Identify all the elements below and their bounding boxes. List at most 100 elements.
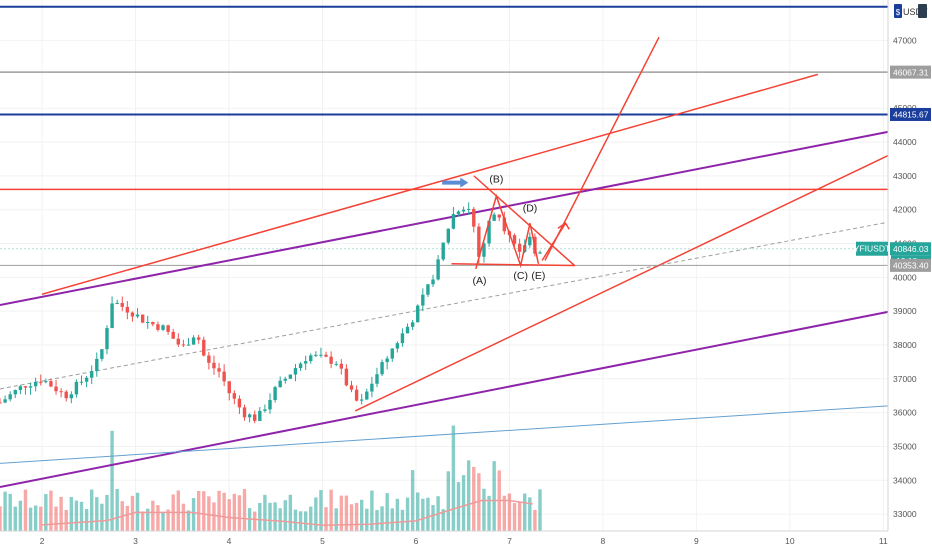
volume-bar-92	[466, 460, 471, 531]
candle-71	[359, 393, 364, 405]
volume-bar-10	[49, 490, 53, 531]
currency-label-group[interactable]: $ USDT	[894, 4, 928, 18]
volume-bar-23	[115, 489, 119, 531]
trend-line-6[interactable]	[473, 175, 576, 267]
x-tick-label-0: 2	[40, 536, 45, 546]
volume-bar-29	[146, 508, 150, 531]
candle-72	[365, 388, 369, 401]
volume-bar-8	[39, 506, 43, 531]
wave-label-4: (E)	[531, 270, 545, 282]
volume-bar-0	[0, 506, 2, 531]
volume-bar-99	[502, 495, 507, 531]
volume-bar-72	[365, 508, 369, 531]
volume-bar-76	[385, 493, 389, 531]
trend-line-7[interactable]	[451, 263, 575, 267]
candle-76	[385, 355, 389, 370]
volume-bar-91	[461, 475, 466, 531]
volume-bar-59	[298, 511, 303, 531]
drawing-layer	[0, 5, 889, 489]
volume-ma-line	[42, 499, 533, 527]
volume-bar-42	[212, 502, 216, 531]
candle-55	[278, 376, 282, 388]
candle-31	[156, 321, 160, 332]
y-tick-label-7: 40000	[893, 272, 917, 282]
volume-bar-20	[100, 503, 104, 531]
candle-80	[405, 323, 410, 334]
candle-77	[390, 348, 394, 362]
candle-14	[69, 391, 74, 404]
elliott-wave-path[interactable]	[475, 193, 540, 270]
candle-104	[528, 232, 532, 248]
price-badges: 44815.67 46067.31 40353.40 40846.03	[890, 65, 931, 272]
candle-48	[242, 404, 247, 421]
trend-line-5[interactable]	[0, 221, 889, 390]
volume-bar-62	[314, 497, 318, 531]
x-tick-label-6: 8	[601, 536, 606, 546]
candle-50	[253, 410, 257, 424]
volume-bar-41	[207, 496, 211, 531]
volume-bar-22	[110, 430, 114, 531]
volume-layer	[0, 425, 542, 531]
candle-98	[497, 214, 501, 222]
x-tick-label-5: 7	[507, 536, 512, 546]
candle-101	[512, 233, 517, 247]
volume-bar-53	[268, 502, 272, 531]
volume-bar-57	[288, 494, 293, 531]
wave-label-3: (D)	[523, 202, 538, 214]
trend-line-4[interactable]	[0, 405, 889, 464]
candle-2	[8, 391, 12, 402]
volume-bar-3	[13, 506, 17, 531]
candle-47	[237, 395, 242, 414]
volume-bar-78	[395, 498, 400, 531]
candle-95	[482, 241, 486, 263]
volume-bar-51	[258, 502, 262, 531]
volume-bar-48	[242, 489, 247, 531]
volume-bar-38	[191, 498, 196, 531]
candle-81	[410, 320, 415, 331]
candle-85	[431, 274, 435, 288]
x-tick-label-1: 3	[133, 536, 138, 546]
candle-62	[314, 351, 318, 358]
wave-label-0: (A)	[473, 275, 487, 287]
candle-20	[100, 349, 104, 362]
trend-line-0[interactable]	[0, 130, 889, 307]
volume-bar-37	[186, 510, 191, 531]
trend-line-1[interactable]	[0, 310, 889, 489]
candle-46	[232, 390, 237, 405]
candle-11	[54, 379, 58, 395]
volume-bar-30	[151, 500, 155, 531]
volume-bar-55	[278, 508, 282, 531]
volume-bar-88	[446, 471, 450, 531]
time-axis[interactable]: 2 3 4 5 6 7 8 9 10 11	[40, 536, 888, 546]
candle-9	[44, 378, 48, 384]
volume-bar-39	[196, 490, 201, 531]
candle-59	[298, 361, 303, 371]
y-tick-label-10: 43000	[893, 171, 917, 181]
trend-line-3[interactable]	[354, 154, 889, 412]
candle-21	[105, 325, 109, 355]
candle-67	[339, 359, 344, 375]
currency-badge-text: $	[896, 8, 901, 17]
candle-75	[380, 359, 384, 377]
trend-line-2[interactable]	[41, 73, 819, 295]
volume-bar-85	[431, 505, 435, 531]
candle-5	[23, 385, 28, 395]
volume-bar-12	[59, 496, 63, 531]
trend-line-9[interactable]	[544, 36, 660, 261]
volume-bar-31	[156, 505, 160, 531]
candle-3	[13, 389, 17, 399]
volume-bar-79	[400, 509, 405, 531]
volume-bar-104	[528, 497, 532, 531]
volume-bar-67	[339, 495, 344, 531]
volume-bar-74	[375, 510, 379, 531]
candle-17	[84, 375, 89, 388]
volume-bar-102	[517, 502, 522, 531]
candle-32	[161, 324, 165, 332]
volume-bar-36	[181, 503, 186, 531]
settings-icon[interactable]	[918, 4, 927, 18]
candle-70	[354, 385, 359, 402]
candle-8	[39, 374, 43, 386]
volume-bar-9	[44, 494, 48, 531]
